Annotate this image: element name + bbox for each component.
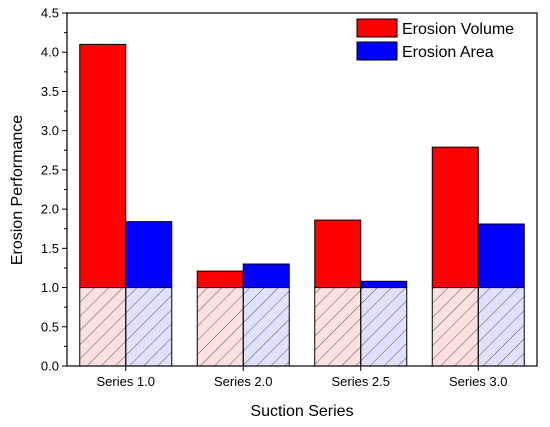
x-axis: Series 1.0 Series 2.0 Series 2.5 Series 3.0 (96, 366, 508, 389)
baseline-hatch-3-1 (314, 287, 362, 367)
y-tick-label: 0.0 (41, 359, 59, 374)
bar-erosion-volume-2 (196, 270, 244, 289)
bar-erosion-volume-1 (79, 43, 127, 289)
legend: Erosion Volume Erosion Area (356, 18, 514, 61)
baseline-hatch-2-1 (196, 287, 244, 367)
y-tick-label: 3.5 (41, 84, 59, 99)
bars-layer (79, 43, 525, 289)
y-tick-label: 2.5 (41, 162, 59, 177)
legend-label-1: Erosion Volume (402, 21, 514, 38)
baseline-hatch-4-2 (477, 287, 525, 367)
x-tick-label: Series 3.0 (449, 374, 508, 389)
y-tick-label: 4.5 (41, 6, 59, 21)
baseline-hatch-1-1 (79, 287, 127, 367)
bar-erosion-area-3 (360, 280, 408, 289)
y-tick-label: 3.0 (41, 123, 59, 138)
bar-erosion-area-2 (242, 263, 290, 289)
x-tick-label: Series 2.5 (331, 374, 390, 389)
baseline-hatch-3-2 (360, 287, 408, 367)
y-tick-label: 0.5 (41, 319, 59, 334)
baseline-hatch-4-1 (431, 287, 479, 367)
bar-erosion-area-4 (477, 223, 525, 289)
bar-erosion-volume-4 (431, 146, 479, 289)
x-tick-label: Series 1.0 (96, 374, 155, 389)
x-axis-title: Suction Series (250, 403, 353, 420)
y-axis-title: Erosion Performance (9, 115, 26, 265)
legend-label-2: Erosion Area (402, 44, 494, 61)
y-tick-label: 2.0 (41, 202, 59, 217)
baseline-hatch-layer (79, 287, 525, 367)
y-tick-label: 1.5 (41, 241, 59, 256)
baseline-hatch-2-2 (242, 287, 290, 367)
legend-swatch-1 (356, 18, 398, 38)
bar-erosion-area-1 (125, 221, 173, 289)
baseline-hatch-1-2 (125, 287, 173, 367)
x-tick-label: Series 2.0 (214, 374, 273, 389)
y-tick-label: 4.0 (41, 45, 59, 60)
bar-erosion-volume-3 (314, 219, 362, 289)
y-tick-label: 1.0 (41, 280, 59, 295)
legend-swatch-2 (356, 41, 398, 61)
y-axis: 0.0 0.5 1.0 1.5 2.0 2.5 3.0 3.5 4.0 4.5 (41, 6, 67, 374)
